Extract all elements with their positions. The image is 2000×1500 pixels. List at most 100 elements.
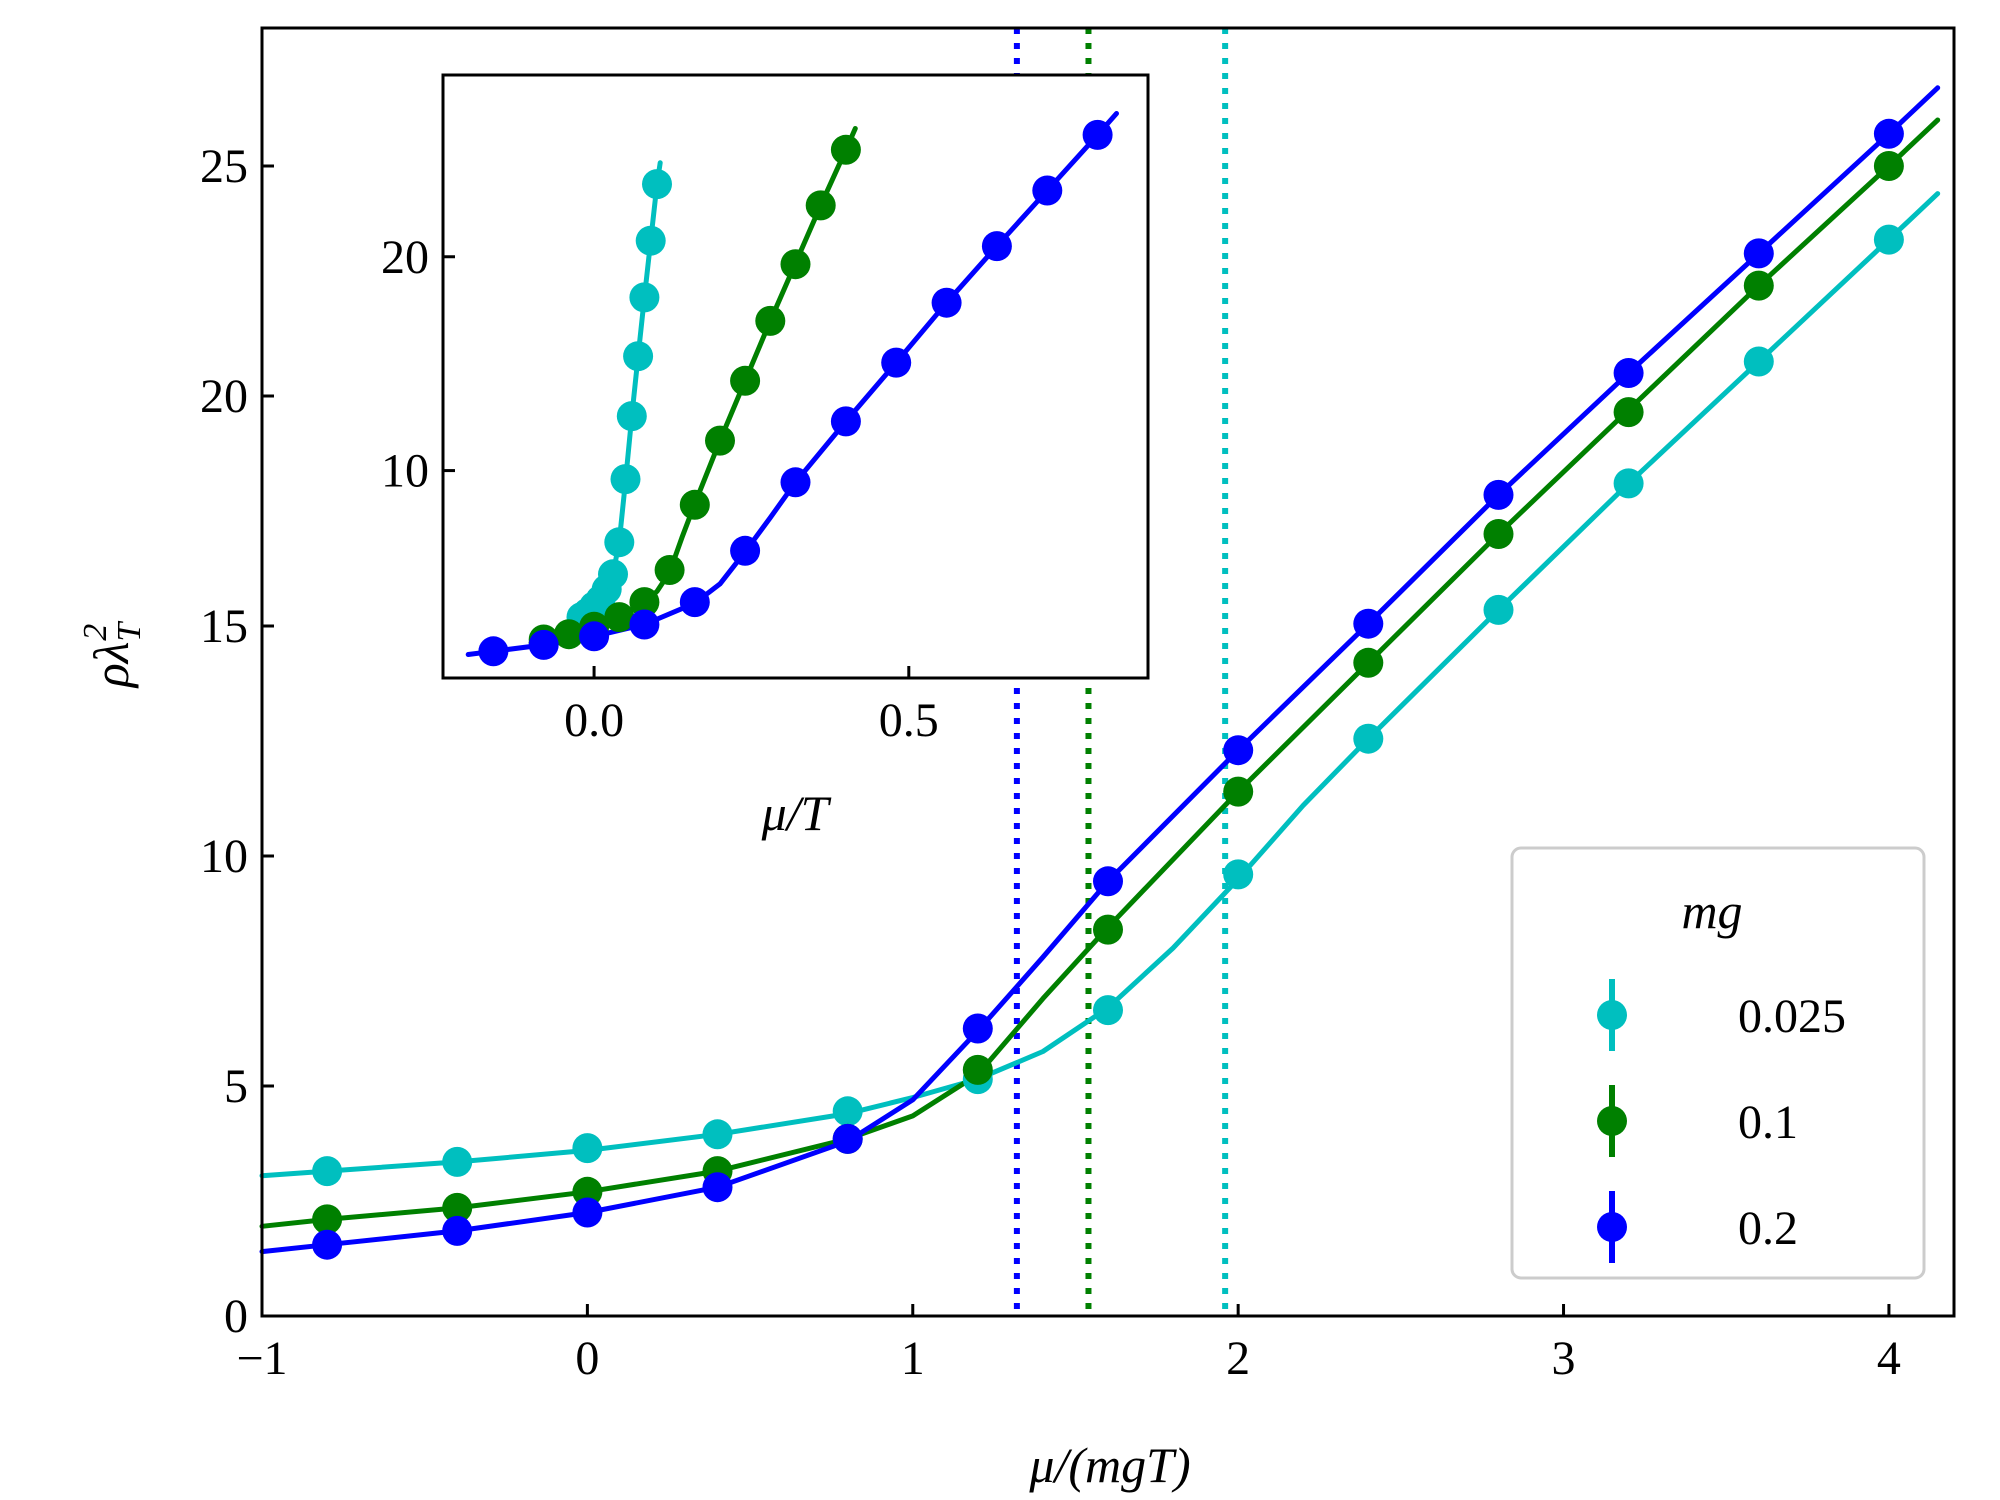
legend-box (1510, 846, 1926, 1280)
main-point-0.025-8 (1353, 723, 1384, 754)
inset-point-0.2-8 (881, 347, 912, 378)
main-point-0.1-10 (1613, 397, 1644, 428)
legend: mg 0.025 0.1 0.2 (1510, 846, 1926, 1280)
inset-x-tick-label: 0.5 (879, 694, 939, 747)
inset-x-tick-label: 0.0 (564, 694, 624, 747)
inset-point-0.1-8 (730, 365, 761, 396)
main-point-0.2-1 (442, 1215, 473, 1246)
inset-x-axis-title: μ/T (761, 785, 832, 841)
inset-points-group (478, 119, 1113, 667)
inset-point-0.025-8 (616, 401, 647, 432)
main-point-0.1-5 (962, 1054, 993, 1085)
main-point-0.025-7 (1223, 859, 1254, 890)
main-point-0.1-1 (442, 1192, 473, 1223)
main-point-0.1-11 (1743, 270, 1774, 301)
main-point-0.1-7 (1223, 776, 1254, 807)
main-curve-0.2 (259, 85, 1941, 1255)
main-y-tick-label: 25 (200, 140, 248, 193)
main-point-0.1-0 (312, 1204, 343, 1235)
main-point-0.2-4 (832, 1123, 863, 1154)
inset-point-0.1-9 (755, 305, 786, 336)
y-axis-title-subscript: T (111, 621, 148, 642)
legend-entries-group: 0.025 0.1 0.2 (1597, 979, 1846, 1263)
inset-point-0.2-7 (830, 406, 861, 437)
main-plot-frame (260, 26, 1956, 1318)
main-point-0.025-4 (832, 1096, 863, 1127)
legend-marker-0.025 (1597, 1000, 1627, 1030)
inset-point-0.1-7 (705, 425, 735, 456)
inset-point-0.1-5 (654, 555, 685, 585)
inset-point-0.1-6 (679, 489, 710, 520)
inset-point-0.025-7 (610, 464, 641, 495)
main-y-tick-label: 5 (224, 1060, 248, 1113)
inset-point-0.1-12 (830, 134, 861, 165)
y-axis-title-superscript: 2 (77, 624, 114, 641)
inset-point-0.1-10 (780, 249, 811, 280)
main-x-tick-label: 4 (1877, 1332, 1901, 1385)
inset-background (443, 75, 1148, 678)
inset-point-0.2-0 (478, 636, 509, 667)
main-x-tick-label: 1 (901, 1332, 925, 1385)
main-points-group (312, 118, 1904, 1260)
main-point-0.2-12 (1873, 118, 1904, 149)
main-x-tick-label: −1 (236, 1332, 287, 1385)
inset-point-0.1-3 (604, 602, 635, 633)
main-point-0.1-6 (1093, 914, 1123, 945)
main-point-0.025-11 (1743, 346, 1774, 377)
main-point-0.1-9 (1483, 519, 1514, 549)
inset-point-0.1-4 (629, 587, 660, 618)
main-point-0.2-0 (312, 1229, 343, 1260)
main-point-0.025-6 (1093, 995, 1123, 1026)
main-point-0.025-2 (572, 1133, 603, 1164)
main-point-0.025-12 (1873, 224, 1904, 255)
main-x-tick-label: 0 (575, 1332, 599, 1385)
inset-point-0.2-6 (780, 467, 811, 498)
inset-y-tick-label: 10 (381, 445, 429, 498)
main-point-0.1-8 (1353, 647, 1384, 678)
inset-point-0.2-9 (931, 287, 962, 318)
inset-point-0.2-10 (981, 231, 1012, 262)
inset-point-0.2-12 (1082, 119, 1113, 150)
inset-point-0.2-2 (579, 621, 610, 652)
inset-point-0.025-10 (629, 282, 660, 313)
inset-point-0.025-12 (642, 169, 672, 200)
main-point-0.1-12 (1873, 151, 1904, 181)
main-y-axis-title: ρλT2 (77, 621, 148, 690)
inset-plot-frame (441, 73, 1150, 680)
inset-ticks-group: 0.0 0.5 10 20 (381, 231, 939, 747)
main-x-axis-title: μ/(mgT) (1028, 1437, 1190, 1493)
main-point-0.2-2 (572, 1197, 603, 1228)
main-y-tick-label: 0 (224, 1290, 248, 1343)
inset-point-0.025-5 (598, 559, 628, 590)
legend-label-0.025: 0.025 (1738, 990, 1846, 1043)
main-point-0.025-0 (312, 1156, 343, 1187)
main-y-tick-label: 15 (200, 600, 248, 653)
legend-label-0.1: 0.1 (1738, 1096, 1798, 1149)
inset-point-0.1-11 (805, 190, 836, 221)
legend-title: mg (1681, 883, 1742, 939)
main-point-0.2-3 (702, 1172, 733, 1203)
inset-point-0.2-5 (730, 535, 761, 566)
legend-marker-0.1 (1597, 1106, 1627, 1136)
inset-point-0.2-1 (528, 629, 559, 660)
main-point-0.025-3 (702, 1119, 733, 1150)
inset-point-0.025-6 (604, 527, 635, 558)
inset-point-0.025-9 (623, 341, 654, 372)
main-y-tick-label: 20 (200, 370, 248, 423)
inset-point-0.025-11 (635, 225, 666, 256)
inset-y-tick-label: 20 (381, 231, 429, 284)
main-x-tick-label: 2 (1226, 1332, 1250, 1385)
main-point-0.2-9 (1483, 479, 1514, 510)
main-point-0.025-1 (442, 1146, 473, 1177)
main-x-tick-label: 3 (1552, 1332, 1576, 1385)
inset-point-0.2-4 (679, 587, 710, 618)
inset-point-0.2-3 (629, 609, 660, 640)
main-point-0.025-9 (1483, 594, 1514, 625)
main-point-0.2-7 (1223, 735, 1254, 766)
main-point-0.2-6 (1093, 866, 1123, 897)
main-curve-0.1 (259, 117, 1941, 1229)
legend-label-0.2: 0.2 (1738, 1202, 1798, 1255)
main-point-0.1-2 (572, 1176, 603, 1207)
